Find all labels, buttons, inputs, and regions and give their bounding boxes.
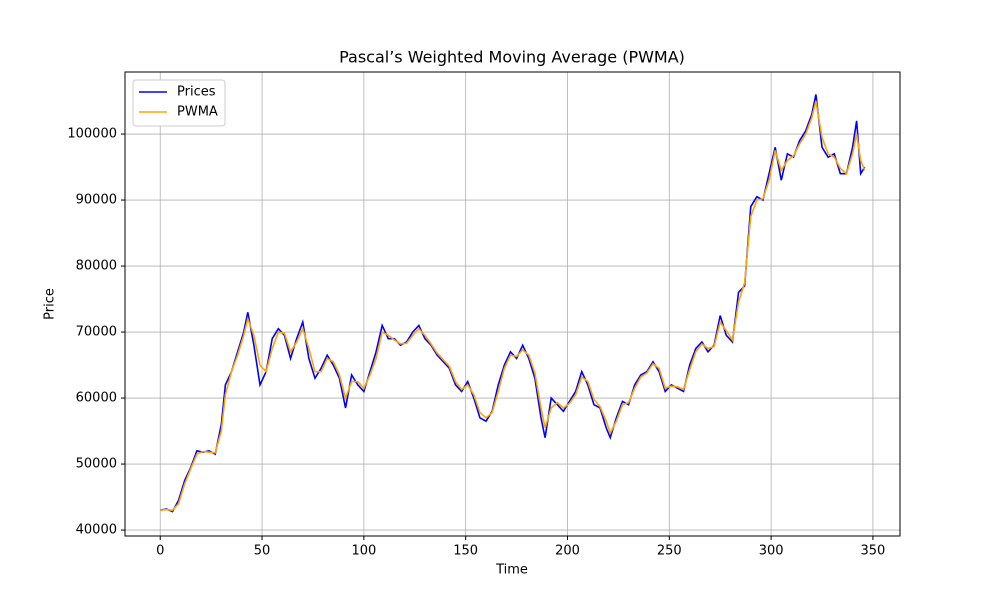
legend-label: PWMA: [177, 105, 218, 120]
y-tick-label: 100000: [67, 127, 117, 142]
x-tick-label: 150: [453, 544, 478, 559]
chart-title: Pascal’s Weighted Moving Average (PWMA): [339, 48, 685, 67]
plot-frame: [124, 71, 901, 537]
data-line: [160, 94, 866, 513]
y-tick-label: 50000: [76, 457, 117, 472]
x-tick-label: 0: [156, 544, 164, 559]
x-tick-label: 50: [254, 544, 271, 559]
y-tick-label: 80000: [76, 259, 117, 274]
x-tick-label: 350: [861, 544, 886, 559]
legend-label: Prices: [177, 85, 216, 100]
y-tick-label: 70000: [76, 325, 117, 340]
x-tick-label: 100: [351, 544, 376, 559]
y-tick-label: 60000: [76, 391, 117, 406]
y-axis-label: Price: [43, 288, 58, 320]
y-tick-label: 40000: [76, 523, 117, 538]
x-tick-label: 200: [555, 544, 580, 559]
x-tick-label: 250: [657, 544, 682, 559]
data-line: [160, 100, 866, 512]
y-tick-label: 90000: [76, 193, 117, 208]
x-axis-label: Time: [495, 563, 528, 578]
x-tick-label: 300: [759, 544, 784, 559]
